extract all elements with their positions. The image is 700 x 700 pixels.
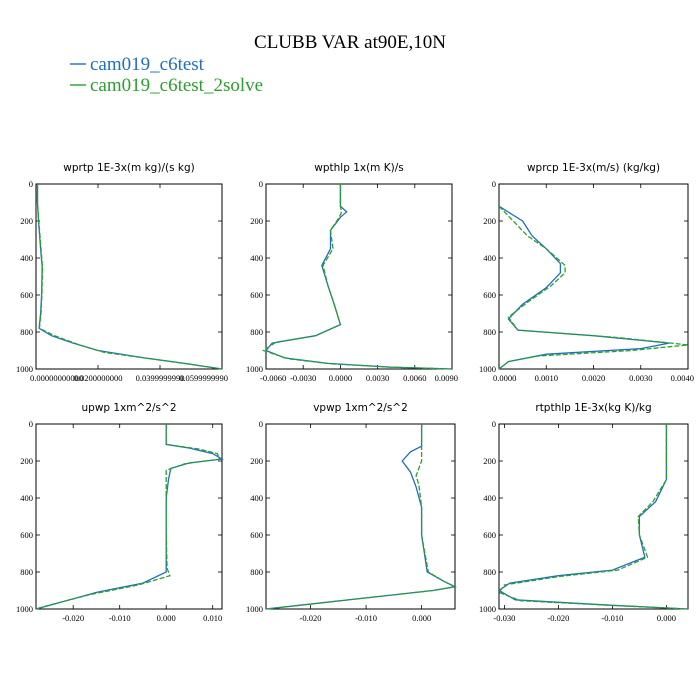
y-tick-label: 0 [492,419,496,429]
y-tick-label: 0 [259,419,263,429]
plot-frame [498,183,689,370]
x-tick-label: 0.000 [412,613,431,623]
panel-6: rtpthlp 1E-3x(kg K)/kg02004006008001000-… [479,402,689,623]
x-tick-label: 0.0090 [435,373,458,383]
series-line-c6test-2solve [498,205,689,370]
y-tick-label: 800 [483,327,496,337]
series-line-c6test-2solve [262,184,453,370]
series-line-c6test-2solve [36,184,223,370]
y-tick-label: 0 [492,179,496,189]
x-tick-label: -0.010 [355,613,377,623]
x-tick-label: -0.030 [493,613,515,623]
plot-frame [35,183,223,370]
panel-1: wprtp 1E-3x(m kg)/(s kg) 0 200 400 600 800 100… [16,162,228,383]
y-tick-label: 1000 [16,604,33,614]
y-tick-label: 400 [483,253,496,263]
x-tick-label: -0.010 [109,613,131,623]
y-tick-label: 200 [20,216,33,226]
y-tick-label: 0 [259,179,263,189]
panel-title: wpthlp 1x(m K)/s [314,162,404,174]
y-tick-label: 1000 [16,364,33,374]
legend-label-2: cam019_c6test_2solve [90,75,263,96]
panel-title: wprcp 1E-3x(m/s) (kg/kg) [527,162,660,174]
y-tick-label: 600 [483,290,496,300]
plot-frame [498,423,689,610]
y-tick-label: 600 [20,290,33,300]
x-tick-label: 0.0030 [366,373,389,383]
x-tick-label: 0.0399999990 [136,373,185,383]
panel-title: rtpthlp 1E-3x(kg K)/kg [535,402,651,414]
x-tick-label: 0.0060 [403,373,426,383]
series-line-c6test [36,184,223,370]
panel-title: wprtp 1E-3x(m kg)/(s kg) [63,162,194,174]
y-tick-label: 800 [250,567,263,577]
series-line-c6test [265,424,458,610]
x-tick-label: -0.020 [299,613,321,623]
y-tick-label: 800 [483,567,496,577]
x-tick-label: 0.0040 [671,373,694,383]
series-line-c6test [35,424,224,610]
y-tick-label: 800 [250,327,263,337]
x-tick-label: 0.0010 [535,373,558,383]
y-tick-label: 600 [250,530,263,540]
x-tick-label: 0.0030 [629,373,652,383]
x-tick-label: 0.000 [157,613,176,623]
series-line-c6test-2solve [497,424,689,610]
x-tick-label: 0.00000000000 [30,373,83,383]
x-tick-label: 0.0020 [582,373,605,383]
y-tick-label: 600 [250,290,263,300]
legend-label-1: cam019_c6test [90,54,205,75]
panel-2: wpthlp 1x(m K)/s 0 200 400 600 800 1000-0.0060… [246,162,458,383]
x-tick-label: 0.0599999990 [179,373,228,383]
figure-title: CLUBB VAR at90E,10N [254,32,446,53]
series-line-c6test [498,205,670,370]
plot-frame [265,183,453,370]
y-tick-label: 0 [29,419,33,429]
legend: cam019_c6test cam019_c6test_2solve [70,54,263,96]
x-tick-label: -0.0060 [260,373,286,383]
series-line-c6test-2solve [265,424,458,610]
y-tick-label: 200 [20,456,33,466]
y-tick-label: 600 [483,530,496,540]
x-tick-label: 0.0000 [493,373,516,383]
y-tick-label: 200 [483,216,496,226]
x-tick-label: -0.010 [601,613,623,623]
x-tick-label: -0.020 [547,613,569,623]
panel-5: vpwp 1xm^2/s^2 0 200 400 600 800 1000 -0.020 -0.… [246,402,458,623]
panel-title: upwp 1xm^2/s^2 [82,402,177,414]
panel-3: wprcp 1E-3x(m/s) (kg/kg) 0 200 400 600 800 100… [479,162,694,383]
x-tick-label: 0.0200000000 [74,373,123,383]
x-tick-label: -0.020 [62,613,84,623]
y-tick-label: 400 [20,493,33,503]
plot-frame [265,423,456,610]
y-tick-label: 400 [250,493,263,503]
y-tick-label: 200 [483,456,496,466]
y-tick-label: 200 [250,216,263,226]
y-tick-label: 400 [20,253,33,263]
x-tick-label: -0.0030 [290,373,316,383]
y-tick-label: 1000 [479,604,496,614]
y-tick-label: 1000 [479,364,496,374]
panel-title: vpwp 1xm^2/s^2 [313,402,408,414]
y-tick-label: 800 [20,327,33,337]
y-tick-label: 200 [250,456,263,466]
series-line-c6test [264,184,453,370]
panel-4: upwp 1xm^2/s^2 0 200 400 600 800 1000 -0.020 -0.… [16,402,224,623]
series-line-c6test-2solve [35,424,221,610]
y-tick-label: 1000 [246,364,263,374]
y-tick-label: 800 [20,567,33,577]
x-tick-label: 0.0000 [329,373,352,383]
y-tick-label: 400 [250,253,263,263]
y-tick-label: 600 [20,530,33,540]
y-tick-label: 0 [29,179,33,189]
x-tick-label: 0.010 [203,613,222,623]
plot-frame [35,423,223,610]
y-tick-label: 1000 [246,604,263,614]
x-tick-label: 0.000 [657,613,676,623]
y-tick-label: 400 [483,493,496,503]
